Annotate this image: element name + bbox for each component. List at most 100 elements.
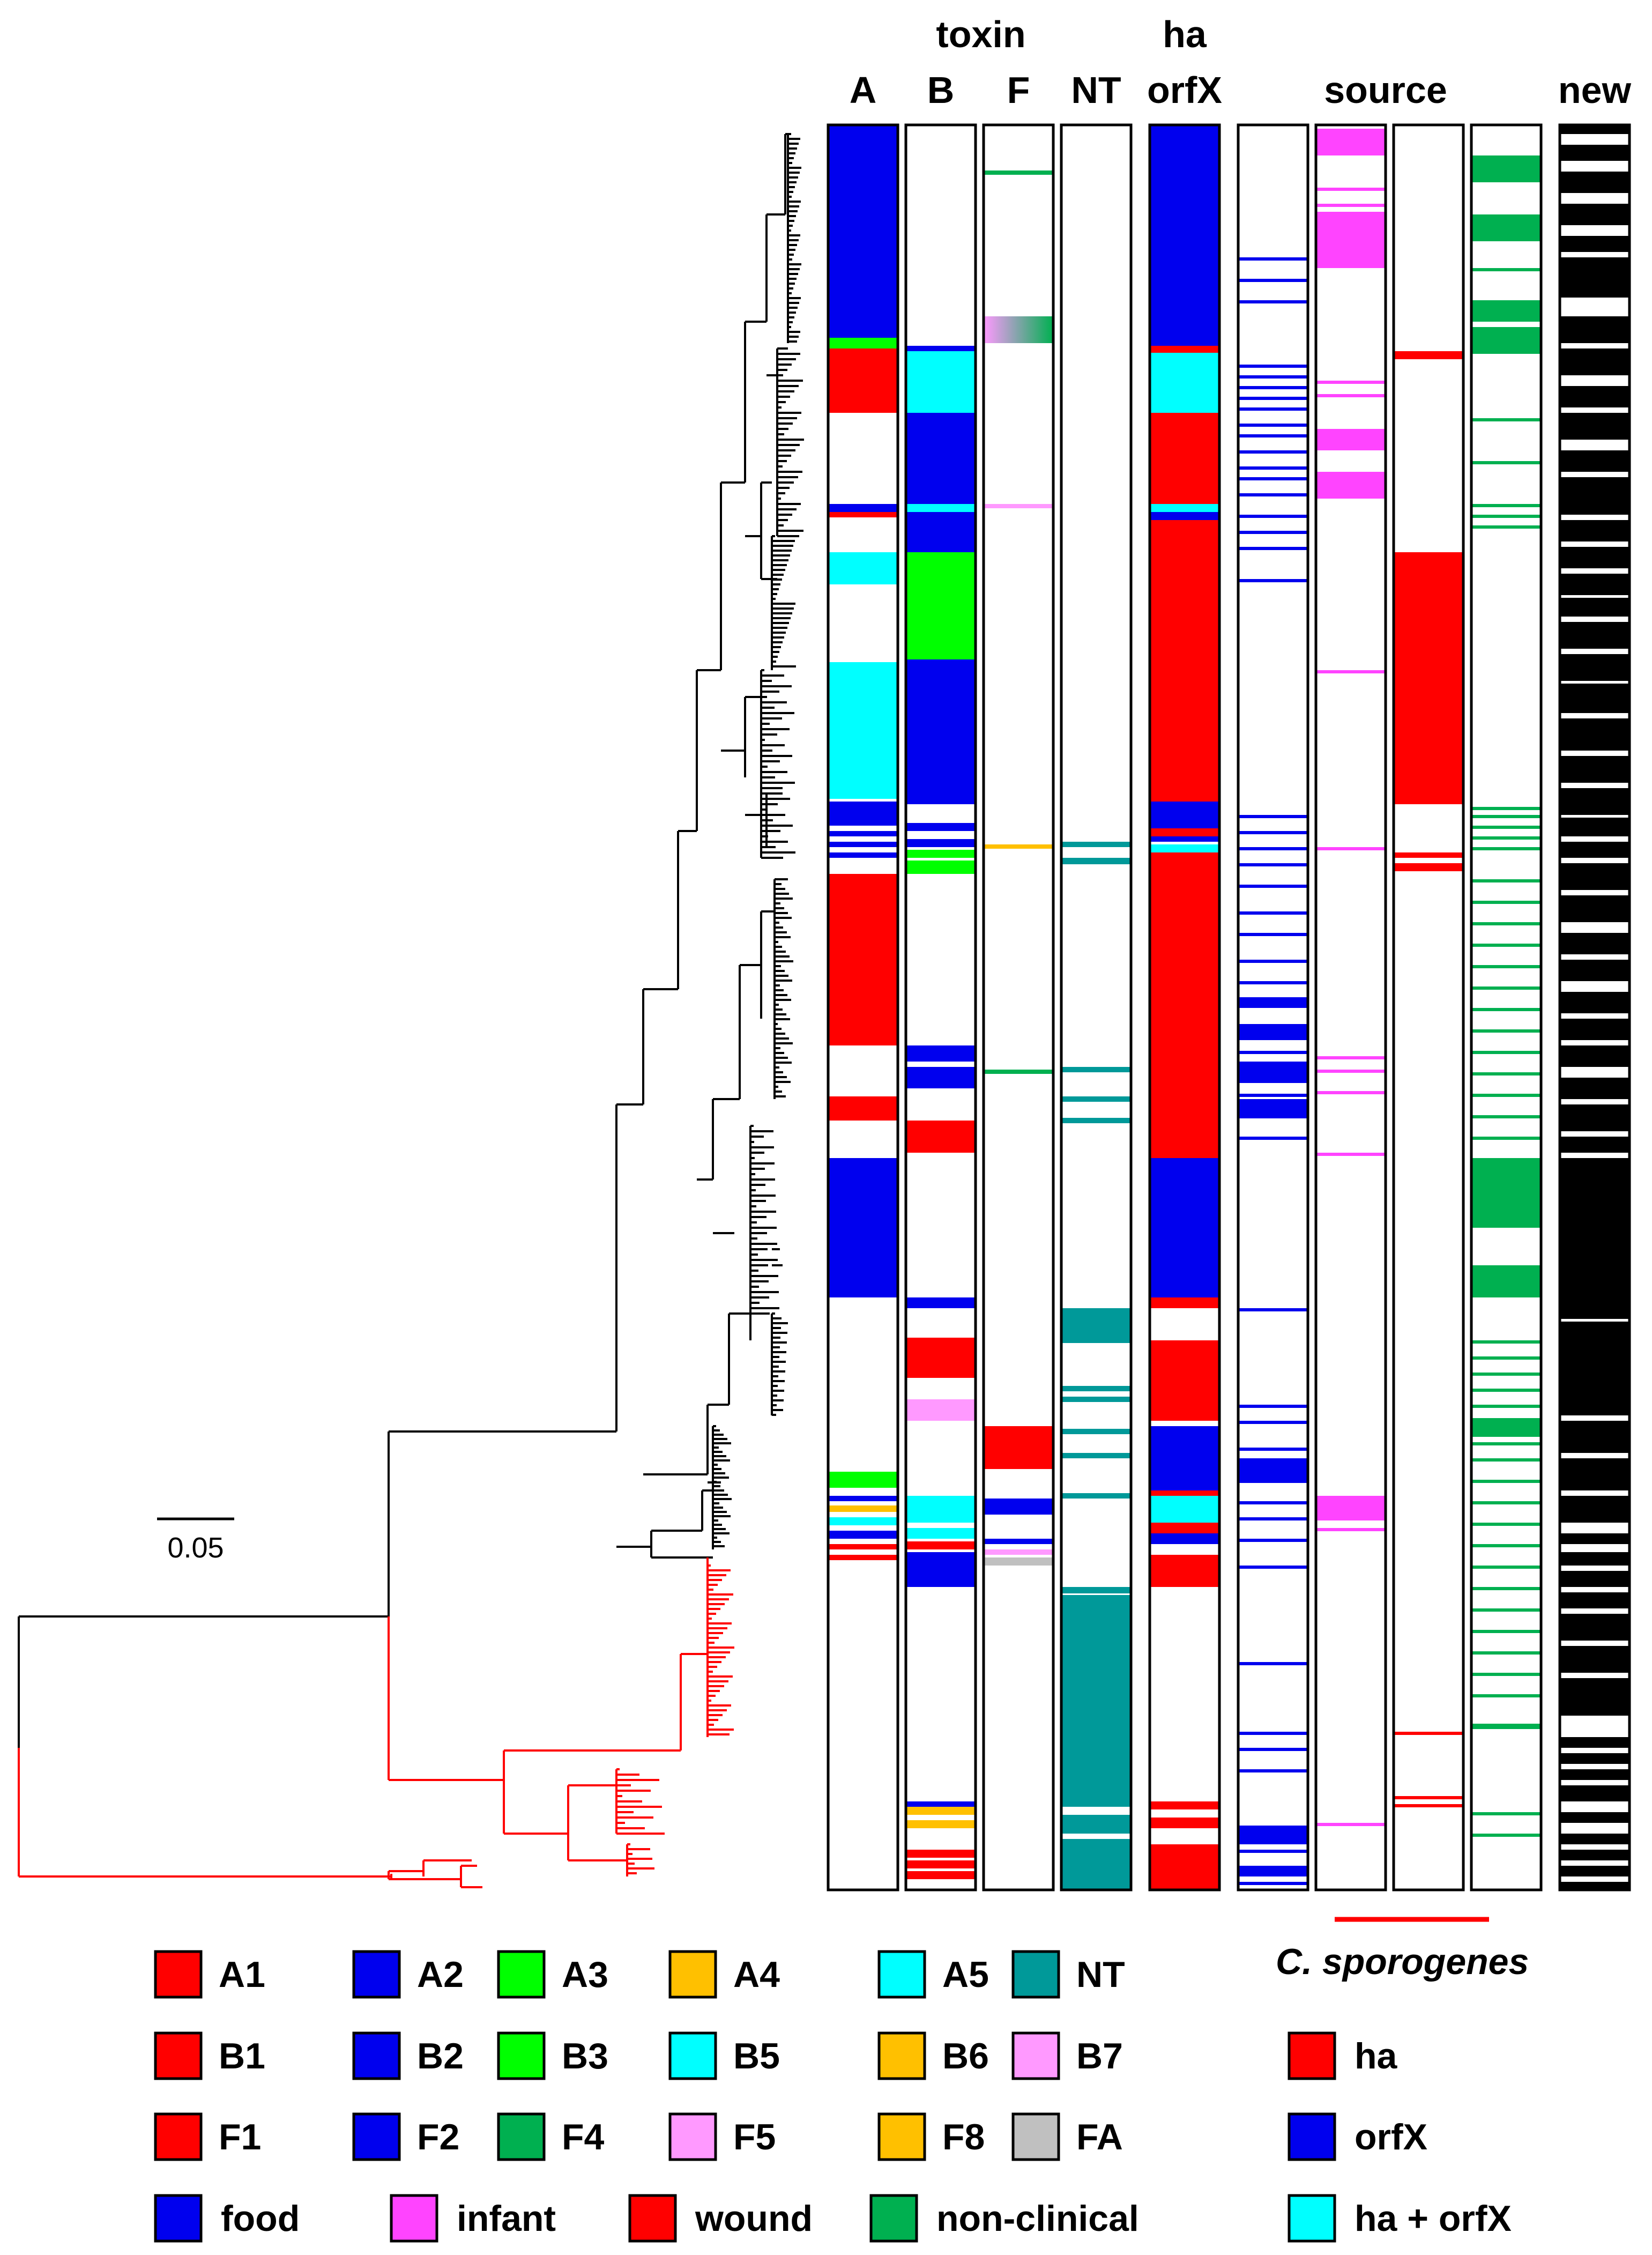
column-line xyxy=(1238,1732,1308,1735)
column-band xyxy=(828,1496,898,1501)
column-gap xyxy=(1560,252,1629,257)
legend-swatch xyxy=(154,1950,203,1999)
column-gap xyxy=(1560,472,1629,477)
phylogenetic-tree xyxy=(18,133,804,1888)
column-band xyxy=(1316,212,1386,268)
legend-swatch xyxy=(154,2112,203,2161)
column-line xyxy=(1238,1662,1308,1665)
legend-label: B7 xyxy=(1076,2036,1123,2076)
column-line xyxy=(1238,1072,1308,1075)
column-band xyxy=(906,552,976,576)
column-gap xyxy=(1560,1099,1629,1104)
column-band xyxy=(984,504,1053,508)
column-band xyxy=(984,1557,1053,1566)
legend-swatch xyxy=(877,1950,926,1999)
column-band xyxy=(828,552,898,584)
column-gap xyxy=(1560,1490,1629,1496)
column-line xyxy=(1471,1051,1541,1054)
column-line xyxy=(1471,268,1541,271)
column-band xyxy=(1061,842,1131,847)
column-gap xyxy=(1560,836,1629,842)
column-band xyxy=(1471,214,1541,241)
legend-swatch xyxy=(668,2031,717,2080)
column-line xyxy=(1316,394,1386,397)
column-line xyxy=(1471,807,1541,810)
column-line xyxy=(1471,1523,1541,1526)
column-line xyxy=(1316,1056,1386,1059)
column-band xyxy=(1150,852,1219,861)
column-line xyxy=(1471,836,1541,840)
column-gap xyxy=(1560,542,1629,547)
column-gap xyxy=(1560,1641,1629,1646)
scale-bar-label: 0.05 xyxy=(167,1532,224,1564)
column-band xyxy=(1150,504,1219,512)
column-band xyxy=(906,1496,976,1523)
column-line xyxy=(1238,1405,1308,1408)
column-line xyxy=(1238,397,1308,400)
legend-label: NT xyxy=(1076,1954,1125,1995)
column-line xyxy=(1471,944,1541,947)
legend-label: B1 xyxy=(219,2036,265,2076)
column-gap xyxy=(1560,649,1629,654)
column-band xyxy=(1061,1096,1131,1102)
legend-swatch xyxy=(668,2112,717,2161)
scale-bar: 0.05 xyxy=(157,1517,234,1564)
column-line xyxy=(1316,847,1386,850)
column-line xyxy=(1238,365,1308,368)
column-band xyxy=(1471,1418,1541,1437)
column-band xyxy=(906,1121,976,1153)
column-gap xyxy=(1560,193,1629,204)
column-band xyxy=(984,1539,1053,1544)
legend-swatch xyxy=(1011,2031,1060,2080)
column-gap xyxy=(1560,568,1629,574)
column-line xyxy=(1316,1070,1386,1073)
legend-swatch xyxy=(877,2112,926,2161)
column-band xyxy=(828,1544,898,1549)
column-gap xyxy=(1560,617,1629,622)
column-line xyxy=(1238,960,1308,963)
column-line xyxy=(1471,815,1541,818)
column-line xyxy=(1471,1566,1541,1569)
column-band xyxy=(1316,472,1386,499)
column-gap xyxy=(1560,1823,1629,1834)
column-band xyxy=(1061,1067,1131,1072)
column-gap xyxy=(1560,1153,1629,1158)
column-band xyxy=(1150,520,1219,802)
column-band xyxy=(1150,1496,1219,1523)
column-line xyxy=(1238,407,1308,411)
column-line xyxy=(1238,1566,1308,1569)
column-line xyxy=(1471,1673,1541,1676)
column-line xyxy=(1238,579,1308,582)
column-gap xyxy=(1560,751,1629,756)
legend-label: food xyxy=(221,2198,300,2239)
column-band xyxy=(906,1528,976,1539)
column-line xyxy=(1316,1153,1386,1156)
column-band xyxy=(1150,1490,1219,1496)
column-band xyxy=(1061,1308,1131,1343)
legend-swatch xyxy=(1288,2031,1336,2080)
toxin-NT-column xyxy=(1060,123,1133,1891)
column-line xyxy=(1238,279,1308,282)
column-line xyxy=(1238,375,1308,379)
column-line xyxy=(1471,986,1541,990)
column-gap xyxy=(1560,1131,1629,1137)
column-line xyxy=(1471,1356,1541,1360)
legend-label: A3 xyxy=(562,1954,608,1995)
header-F: F xyxy=(1007,69,1030,111)
column-line xyxy=(1238,1748,1308,1751)
legend-label: ha xyxy=(1355,2036,1398,2076)
column-gap xyxy=(1560,890,1629,895)
column-band xyxy=(1150,1340,1219,1421)
toxin-B-column xyxy=(904,123,977,1891)
header-ha: ha xyxy=(1163,13,1207,55)
column-gap xyxy=(1560,1764,1629,1769)
legend-label: F2 xyxy=(417,2117,459,2157)
legend: A1 A2 A3 A4 A5 NT B1 B2 B3 B5 B6 B7 F1 F2 F4 F5 F8 FA food… xyxy=(154,1941,1529,2243)
column-band xyxy=(828,1531,898,1539)
legend-swatch xyxy=(668,1950,717,1999)
column-band xyxy=(828,1505,898,1512)
column-line xyxy=(1238,1421,1308,1424)
column-band xyxy=(906,823,976,831)
column-band xyxy=(1150,1426,1219,1490)
column-band xyxy=(1394,351,1463,359)
